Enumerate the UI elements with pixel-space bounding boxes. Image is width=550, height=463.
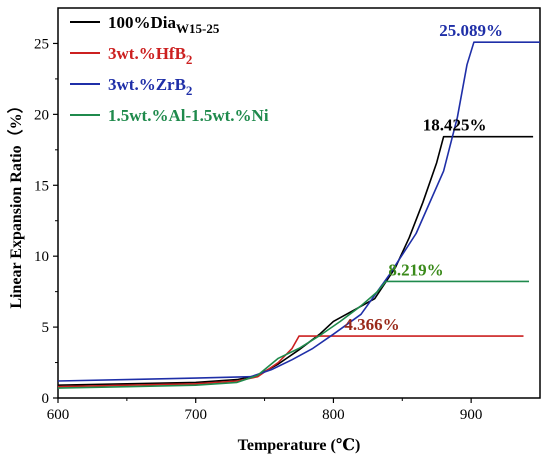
series-line-1 — [58, 335, 524, 388]
legend-label-main: 3wt.%HfB — [108, 44, 186, 63]
plot-frame — [57, 7, 541, 399]
annotation-3: 4.366% — [344, 315, 399, 334]
x-tick-label: 800 — [322, 407, 345, 423]
legend-label-main: 100%Dia — [108, 13, 177, 32]
y-tick-label: 15 — [34, 178, 49, 194]
legend-label-main: 3wt.%ZrB — [108, 75, 186, 94]
x-tick-label: 600 — [47, 407, 70, 423]
legend-label-subscript: W15-25 — [176, 21, 220, 36]
y-tick-label: 0 — [42, 391, 50, 407]
annotation-2: 8.219% — [388, 260, 443, 279]
legend-label-0: 100%DiaW15-25 — [108, 13, 220, 36]
legend-label-1: 3wt.%HfB2 — [108, 44, 192, 67]
annotation-0: 25.089% — [439, 21, 503, 40]
y-axis-title: Linear Expansion Ratio（%） — [7, 97, 25, 308]
legend-label-main: 1.5wt.%Al-1.5wt.%Ni — [108, 106, 269, 125]
x-axis-title: Temperature (℃) — [238, 437, 361, 454]
y-tick-label: 20 — [34, 107, 49, 123]
legend-label-subscript: 2 — [186, 52, 193, 67]
legend-label-2: 3wt.%ZrB2 — [108, 75, 192, 98]
legend-label-3: 1.5wt.%Al-1.5wt.%Ni — [108, 106, 269, 125]
y-tick-label: 25 — [34, 36, 49, 52]
series-line-0 — [58, 135, 534, 386]
annotation-1: 18.425% — [423, 116, 487, 135]
legend-label-subscript: 2 — [186, 83, 193, 98]
y-tick-label: 10 — [34, 249, 49, 265]
y-tick-label: 5 — [42, 320, 50, 336]
x-tick-label: 900 — [460, 407, 483, 423]
x-tick-label: 700 — [184, 407, 207, 423]
series-line-2 — [58, 41, 540, 382]
series-line-3 — [58, 280, 529, 389]
